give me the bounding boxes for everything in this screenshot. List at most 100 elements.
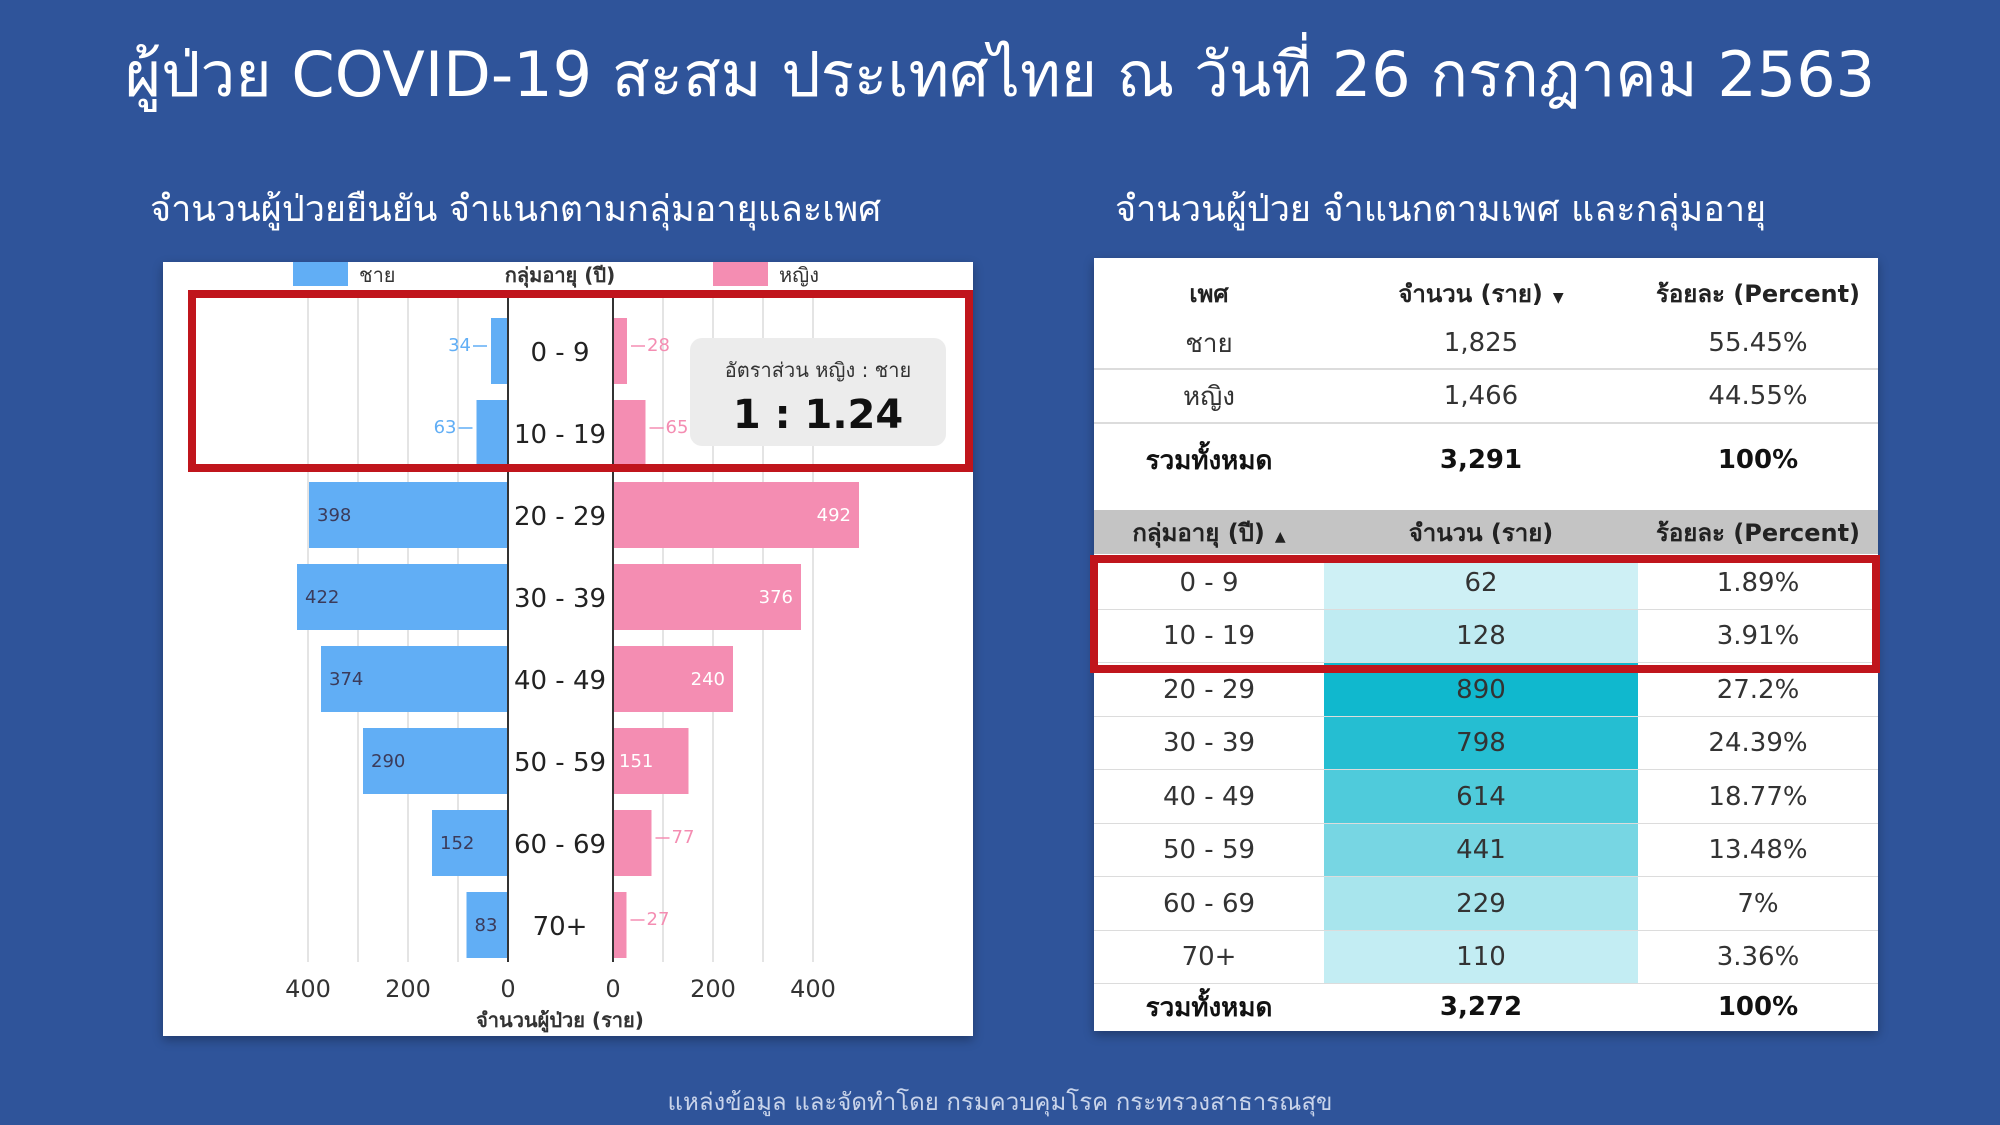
sort-desc-icon: ▼	[1552, 289, 1564, 306]
row-count: 1,466	[1443, 381, 1519, 411]
value-label-female: 492	[817, 505, 851, 526]
row-percent: 100%	[1717, 445, 1799, 475]
row-label: หญิง	[1183, 381, 1235, 412]
age-header-background	[1094, 510, 1878, 554]
row-percent: 44.55%	[1708, 381, 1808, 411]
row-count: 110	[1456, 942, 1506, 973]
source-footer: แหล่งข้อมูล และจัดทำโดย กรมควบคุมโรค กระ…	[667, 1088, 1333, 1116]
row-label: รวมทั้งหมด	[1145, 445, 1273, 476]
row-label: รวมทั้งหมด	[1145, 992, 1273, 1023]
value-label-male: 398	[317, 505, 351, 526]
row-count: 1,825	[1443, 328, 1519, 358]
row-divider	[1094, 822, 1878, 824]
row-percent: 3.36%	[1716, 942, 1800, 973]
legend-label-male: ชาย	[359, 263, 396, 287]
age-table-header: กลุ่มอายุ (ปี) ▲ จำนวน (ราย) ร้อยละ (Perc…	[1094, 510, 1878, 554]
sex-table-header: เพศ จำนวน (ราย) ▼ ร้อยละ (Percent)	[1094, 268, 1878, 318]
row-divider	[1094, 769, 1878, 770]
table-row: 70+ 110 3.36%	[1094, 931, 1878, 985]
legend-swatch-male	[293, 262, 348, 286]
age-group-label: 10 - 19	[514, 420, 606, 450]
bar-female	[613, 564, 801, 630]
value-label-female: 28	[647, 335, 670, 356]
row-divider	[1094, 662, 1878, 663]
value-label-male: 83	[475, 915, 498, 936]
bar-female	[613, 810, 652, 876]
bar-male	[476, 400, 508, 466]
row-label: ชาย	[1185, 328, 1233, 359]
bar-female	[613, 728, 689, 794]
bar-male	[491, 318, 508, 384]
count-col-header[interactable]: จำนวน (ราย) ▼	[1398, 279, 1564, 308]
age-group-label: 30 - 39	[514, 584, 606, 614]
age-group-label: 0 - 9	[531, 338, 590, 368]
value-label-male: 152	[440, 833, 474, 854]
row-count: 3,291	[1439, 445, 1523, 475]
age-col-header[interactable]: กลุ่มอายุ (ปี) ▲	[1132, 518, 1286, 547]
age-group-label: 40 - 49	[514, 666, 606, 696]
row-count: 3,272	[1439, 992, 1523, 1022]
age-group-label: 20 - 29	[514, 502, 606, 532]
tick-label-female: 200	[690, 975, 736, 1003]
row-percent: 27.2%	[1716, 674, 1800, 705]
value-label-female: 376	[759, 587, 793, 608]
heat-cell	[1324, 609, 1638, 663]
page-title: ผู้ป่วย COVID-19 สะสม ประเทศไทย ณ วันที่…	[124, 38, 1876, 111]
ratio-value: 1 : 1.24	[732, 392, 904, 438]
bar-female	[613, 318, 627, 384]
row-percent: 1.89%	[1716, 567, 1800, 598]
row-count: 128	[1456, 621, 1506, 652]
summary-table-panel: เพศ จำนวน (ราย) ▼ ร้อยละ (Percent) ชาย 1,…	[1094, 258, 1878, 1031]
row-count: 614	[1456, 781, 1506, 812]
count-col-header: จำนวน (ราย)	[1408, 518, 1554, 547]
table-row: 20 - 29 890 27.2%	[1094, 663, 1878, 717]
highlight-box-young-ages	[188, 290, 973, 472]
value-label-female: 27	[647, 909, 670, 930]
row-label: 40 - 49	[1162, 781, 1256, 812]
value-label-male: 290	[371, 751, 405, 772]
row-percent: 13.48%	[1708, 835, 1808, 866]
row-label: 20 - 29	[1162, 674, 1256, 705]
right-subtitle: จำนวนผู้ป่วย จำแนกตามเพศ และกลุ่มอายุ	[1115, 189, 1767, 230]
table-row-male: ชาย 1,825 55.45%	[1094, 318, 1878, 368]
percent-col-header: ร้อยละ (Percent)	[1655, 518, 1861, 547]
row-label: 10 - 19	[1162, 621, 1256, 652]
legend-swatch-female	[713, 262, 768, 286]
value-label-female: 151	[619, 751, 653, 772]
row-label: 60 - 69	[1162, 888, 1256, 919]
percent-col-header: ร้อยละ (Percent)	[1655, 279, 1861, 308]
row-percent: 24.39%	[1708, 728, 1808, 759]
bar-female	[613, 482, 859, 548]
bar-female	[613, 400, 646, 466]
table-row: 0 - 9 62 1.89%	[1094, 556, 1878, 610]
row-count: 890	[1456, 674, 1506, 705]
row-count: 62	[1464, 567, 1498, 598]
tick-label-male: 0	[500, 975, 515, 1003]
row-divider	[1094, 715, 1878, 717]
age-group-label: 50 - 59	[514, 748, 606, 778]
row-percent: 55.45%	[1708, 328, 1808, 358]
ratio-label: อัตราส่วน หญิง : ชาย	[724, 358, 912, 382]
bar-male	[363, 728, 508, 794]
value-label-female: 65	[666, 417, 689, 438]
ratio-box: อัตราส่วน หญิง : ชาย 1 : 1.24	[690, 338, 946, 446]
row-divider	[1094, 929, 1878, 931]
value-label-male: 63	[434, 417, 457, 438]
heat-cell	[1324, 556, 1638, 610]
table-row: 50 - 59 441 13.48%	[1094, 824, 1878, 878]
row-percent: 100%	[1717, 992, 1799, 1022]
highlight-box-young-ages-table	[1090, 555, 1880, 673]
table-row: 40 - 49 614 18.77%	[1094, 770, 1878, 824]
bar-male	[432, 810, 508, 876]
row-label: 30 - 39	[1162, 728, 1256, 759]
x-axis-label: จำนวนผู้ป่วย (ราย)	[476, 1008, 644, 1034]
row-count: 798	[1456, 728, 1506, 759]
heat-cell	[1324, 716, 1638, 770]
value-label-female: 240	[691, 669, 725, 690]
pyramid-chart: ชาย กลุ่มอายุ (ปี) หญิง 0 - 9 34 28 10 - 19 63 6…	[285, 262, 859, 1034]
heat-cell	[1324, 770, 1638, 824]
row-percent: 18.77%	[1708, 781, 1808, 812]
center-axis-title: กลุ่มอายุ (ปี)	[505, 263, 615, 288]
bar-male	[321, 646, 508, 712]
pyramid-chart-panel: ชาย กลุ่มอายุ (ปี) หญิง 0 - 9 34 28 10 - 19 63 6…	[163, 262, 973, 1036]
